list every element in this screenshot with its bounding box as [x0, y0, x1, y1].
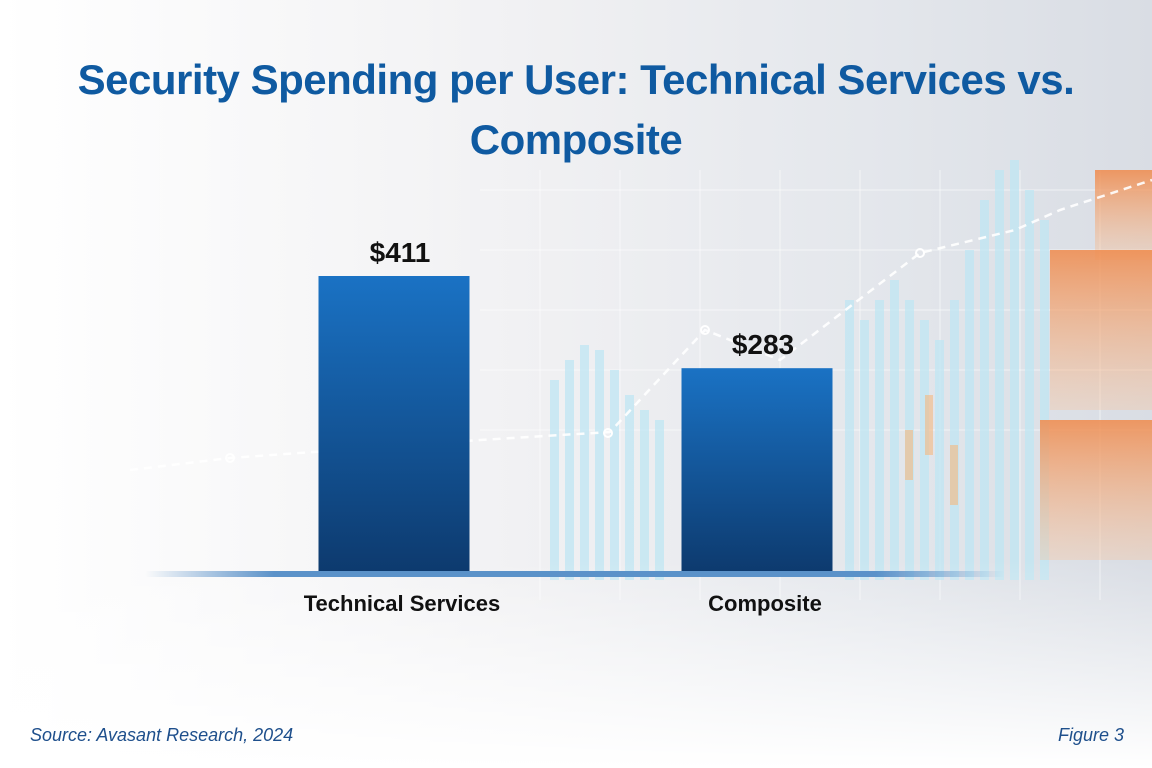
figure-number: Figure 3 — [1057, 725, 1124, 745]
data-label: $411 — [370, 237, 431, 268]
category-label: Technical Services — [304, 591, 501, 616]
bar-composite — [681, 368, 833, 572]
data-label: $283 — [732, 329, 794, 360]
chart-title: Security Spending per User: Technical Se… — [77, 56, 1075, 163]
category-label: Composite — [708, 591, 822, 616]
source-note: Source: Avasant Research, 2024 — [30, 725, 294, 745]
chart-baseline — [145, 571, 1005, 577]
bar-technical-services — [318, 276, 470, 572]
